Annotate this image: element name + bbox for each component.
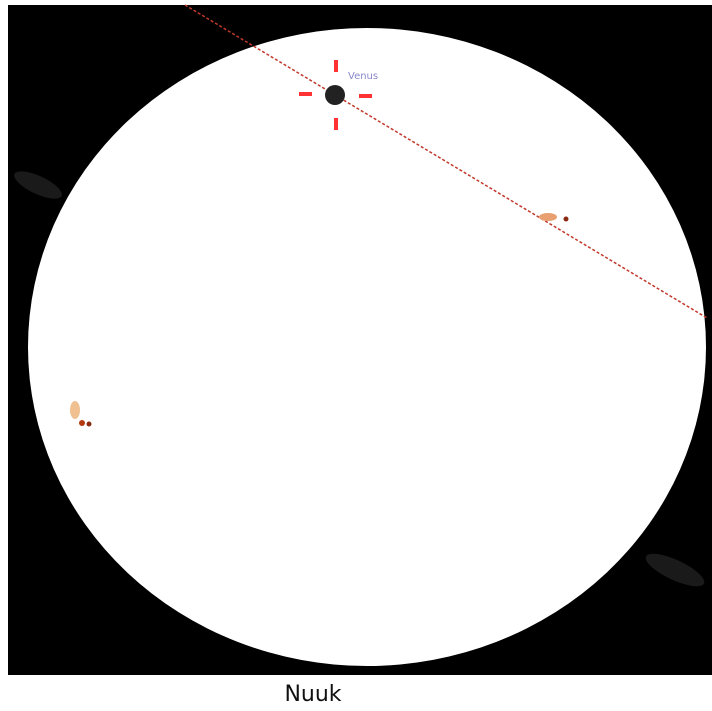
venus-disk bbox=[325, 85, 345, 105]
planet-label: Venus bbox=[348, 71, 378, 82]
sky-view: Venus bbox=[0, 0, 712, 678]
caption: Nuuk bbox=[0, 682, 626, 707]
page: Venus Nuuk (() => { const data = JSON.pa… bbox=[0, 0, 712, 711]
sun-disk bbox=[28, 28, 706, 666]
